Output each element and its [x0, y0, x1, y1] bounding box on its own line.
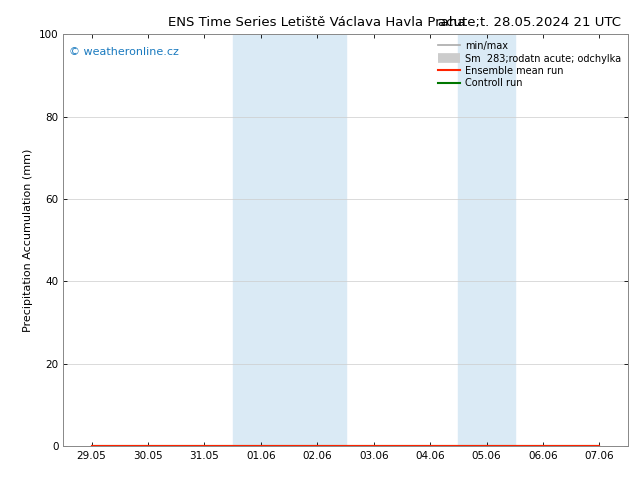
Bar: [458, 34, 515, 446]
Bar: [233, 34, 346, 446]
Text: acute;t. 28.05.2024 21 UTC: acute;t. 28.05.2024 21 UTC: [438, 16, 621, 29]
Text: ENS Time Series Letiště Václava Havla Praha: ENS Time Series Letiště Václava Havla Pr…: [168, 16, 466, 29]
Text: © weatheronline.cz: © weatheronline.cz: [69, 47, 179, 57]
Y-axis label: Precipitation Accumulation (mm): Precipitation Accumulation (mm): [23, 148, 34, 332]
Legend: min/max, Sm  283;rodatn acute; odchylka, Ensemble mean run, Controll run: min/max, Sm 283;rodatn acute; odchylka, …: [437, 39, 623, 90]
